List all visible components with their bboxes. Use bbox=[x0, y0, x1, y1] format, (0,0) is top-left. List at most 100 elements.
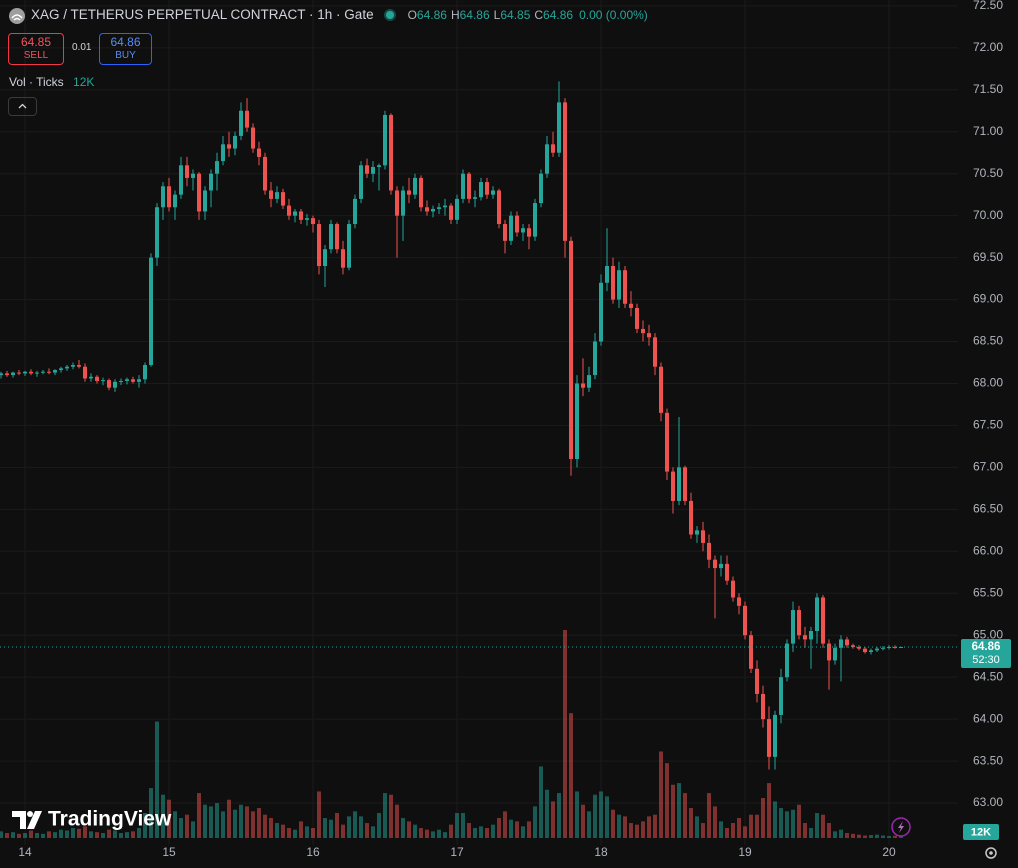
chevron-path[interactable] bbox=[18, 103, 27, 109]
candle-body bbox=[233, 135, 237, 149]
candle-body bbox=[41, 371, 45, 373]
volume-bar bbox=[785, 811, 789, 838]
volume-bar bbox=[509, 819, 513, 838]
candle-body bbox=[419, 177, 423, 208]
volume-bar bbox=[371, 826, 375, 838]
candle-body bbox=[617, 270, 621, 300]
x-tick-label: 16 bbox=[306, 845, 320, 859]
candle-body bbox=[359, 165, 363, 199]
volume-bar bbox=[857, 834, 861, 838]
volume-bar bbox=[641, 821, 645, 838]
settings-icon[interactable] bbox=[985, 847, 997, 859]
gear[interactable] bbox=[985, 847, 997, 859]
ohlc-value: 64.86 bbox=[416, 7, 447, 22]
candle-body bbox=[281, 192, 285, 206]
volume-bar bbox=[233, 809, 237, 838]
chevron[interactable] bbox=[9, 98, 36, 115]
candle-body bbox=[89, 376, 93, 379]
candle-body bbox=[23, 371, 27, 374]
candle-body bbox=[383, 114, 387, 166]
volume-bar bbox=[683, 793, 687, 838]
icon-circle[interactable] bbox=[891, 817, 911, 837]
volume-bar bbox=[95, 832, 99, 838]
volume-bar bbox=[101, 833, 105, 838]
volume-bar bbox=[29, 830, 33, 838]
volume-bar bbox=[377, 813, 381, 838]
candle-body bbox=[569, 240, 573, 460]
y-tick-label: 65.00 bbox=[973, 627, 1003, 641]
volume-bar bbox=[647, 816, 651, 838]
volume-bar bbox=[419, 828, 423, 838]
candle-body bbox=[269, 190, 273, 199]
candle-body bbox=[251, 127, 255, 149]
candle-body bbox=[389, 114, 393, 191]
volume-bar bbox=[815, 813, 819, 838]
candle-body bbox=[797, 610, 801, 636]
candle-body bbox=[275, 192, 279, 199]
candle-body bbox=[239, 110, 243, 136]
x-tick-label: 18 bbox=[594, 845, 608, 859]
volume-bar bbox=[821, 814, 825, 838]
candle-body bbox=[545, 144, 549, 174]
volume-bar bbox=[407, 821, 411, 838]
candle-body bbox=[407, 190, 411, 195]
volume-title[interactable]: Vol · Ticks bbox=[9, 75, 64, 89]
candle-body bbox=[119, 380, 123, 382]
symbol-icon-mark bbox=[11, 14, 23, 21]
volume-bar bbox=[491, 824, 495, 838]
candle-body bbox=[149, 257, 153, 366]
volume-bar bbox=[323, 818, 327, 838]
icon-bolt[interactable] bbox=[898, 821, 904, 833]
candle-body bbox=[815, 597, 819, 632]
volume-bar bbox=[569, 713, 573, 838]
candle-body bbox=[701, 530, 705, 543]
volume-bar bbox=[599, 791, 603, 838]
candle-body bbox=[341, 249, 345, 268]
volume-bar bbox=[125, 832, 129, 838]
volume-bar bbox=[749, 814, 753, 838]
sell-button[interactable]: 64.85 SELL bbox=[8, 33, 64, 65]
gear-center[interactable] bbox=[989, 851, 993, 855]
volume-bar bbox=[227, 799, 231, 838]
candle-body bbox=[515, 215, 519, 233]
quick-action-icon[interactable] bbox=[891, 817, 911, 837]
candle-body bbox=[665, 412, 669, 472]
sell-price[interactable]: 64.85 bbox=[20, 35, 52, 50]
volume-bar bbox=[743, 826, 747, 838]
volume-bar bbox=[305, 826, 309, 838]
buy-price[interactable]: 64.86 bbox=[110, 35, 141, 50]
candle-body bbox=[11, 372, 15, 376]
volume-bar bbox=[473, 828, 477, 838]
y-tick-label: 66.00 bbox=[973, 543, 1003, 557]
y-tick-label: 64.00 bbox=[973, 711, 1003, 725]
volume-bar bbox=[587, 811, 591, 838]
collapse-button[interactable] bbox=[8, 97, 37, 116]
buy-label[interactable]: BUY bbox=[115, 50, 136, 62]
candle-body bbox=[293, 211, 297, 216]
symbol-icon bbox=[9, 8, 25, 24]
candle-body bbox=[191, 173, 195, 178]
volume-bar bbox=[0, 831, 3, 838]
candle-body bbox=[83, 366, 87, 379]
volume-bar bbox=[59, 829, 63, 838]
volume-bar bbox=[731, 823, 735, 838]
candle-body bbox=[863, 648, 867, 653]
volume-bar bbox=[581, 804, 585, 838]
candle-body bbox=[539, 173, 543, 204]
candle-body bbox=[437, 207, 441, 209]
volume-bar bbox=[653, 814, 657, 838]
candle-body bbox=[71, 365, 75, 367]
candle-body bbox=[17, 372, 21, 374]
volume-bar bbox=[203, 804, 207, 838]
volume-bar bbox=[299, 821, 303, 838]
volume-bar bbox=[365, 823, 369, 838]
sell-label[interactable]: SELL bbox=[23, 50, 49, 62]
candle-body bbox=[413, 177, 417, 195]
buy-button[interactable]: 64.86 BUY bbox=[99, 33, 152, 65]
volume-bar bbox=[83, 826, 87, 838]
volume-bar bbox=[425, 829, 429, 838]
volume-bar bbox=[851, 833, 855, 838]
volume-bar bbox=[623, 816, 627, 838]
volume-bar bbox=[179, 818, 183, 838]
symbol-title[interactable]: XAG / TETHERUS PERPETUAL CONTRACT · 1h ·… bbox=[31, 7, 374, 22]
